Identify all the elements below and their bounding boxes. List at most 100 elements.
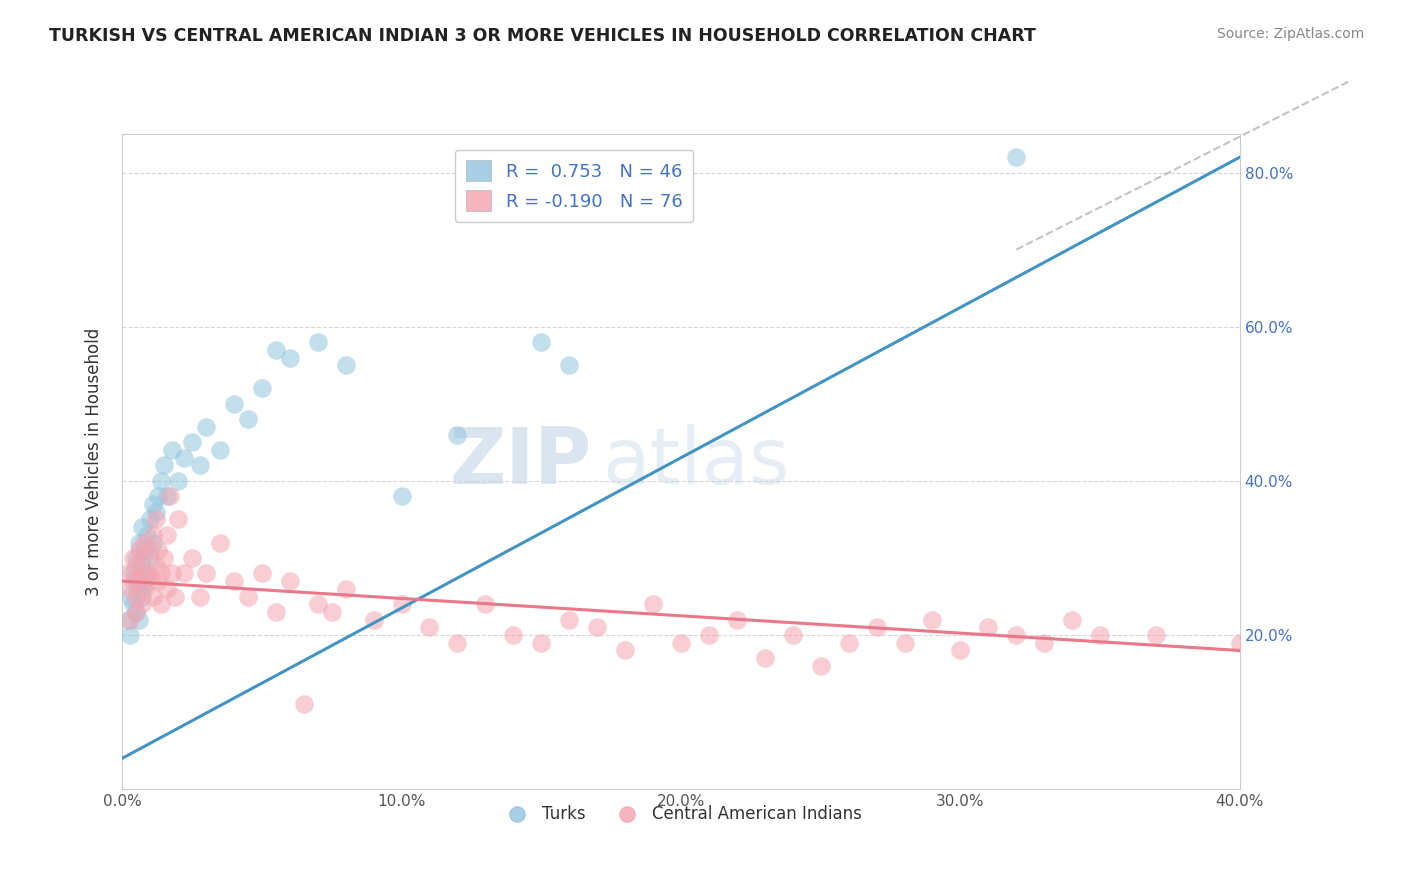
Point xyxy=(474,597,496,611)
Point xyxy=(148,574,170,588)
Point xyxy=(307,597,329,611)
Point xyxy=(117,613,139,627)
Point xyxy=(139,512,162,526)
Point xyxy=(128,582,150,596)
Point xyxy=(236,412,259,426)
Point xyxy=(173,450,195,465)
Point xyxy=(586,620,609,634)
Point xyxy=(250,566,273,581)
Point xyxy=(131,558,153,573)
Point xyxy=(142,535,165,549)
Point xyxy=(363,613,385,627)
Point xyxy=(173,566,195,581)
Point xyxy=(446,427,468,442)
Point xyxy=(194,420,217,434)
Point xyxy=(558,613,581,627)
Point xyxy=(208,443,231,458)
Point xyxy=(167,474,190,488)
Point xyxy=(145,512,167,526)
Point xyxy=(1005,628,1028,642)
Point xyxy=(264,605,287,619)
Point xyxy=(142,590,165,604)
Point xyxy=(893,636,915,650)
Point xyxy=(136,566,159,581)
Point xyxy=(134,582,156,596)
Point xyxy=(530,636,553,650)
Text: Source: ZipAtlas.com: Source: ZipAtlas.com xyxy=(1216,27,1364,41)
Point xyxy=(122,597,145,611)
Point xyxy=(1144,628,1167,642)
Point xyxy=(139,574,162,588)
Point xyxy=(697,628,720,642)
Point xyxy=(208,535,231,549)
Point xyxy=(754,651,776,665)
Point xyxy=(122,574,145,588)
Point xyxy=(921,613,943,627)
Point xyxy=(150,566,173,581)
Point xyxy=(1062,613,1084,627)
Point xyxy=(136,528,159,542)
Point xyxy=(1229,636,1251,650)
Point xyxy=(188,590,211,604)
Point xyxy=(278,574,301,588)
Point xyxy=(148,543,170,558)
Point xyxy=(810,659,832,673)
Point xyxy=(391,489,413,503)
Point xyxy=(307,335,329,350)
Point xyxy=(128,535,150,549)
Point xyxy=(156,528,179,542)
Point xyxy=(162,443,184,458)
Legend: Turks, Central American Indians: Turks, Central American Indians xyxy=(494,798,869,830)
Point xyxy=(131,551,153,566)
Point xyxy=(641,597,664,611)
Point xyxy=(222,397,245,411)
Point xyxy=(180,435,202,450)
Point xyxy=(122,566,145,581)
Point xyxy=(145,505,167,519)
Point xyxy=(156,489,179,503)
Point xyxy=(142,497,165,511)
Point xyxy=(167,512,190,526)
Point xyxy=(153,551,176,566)
Point xyxy=(139,551,162,566)
Point xyxy=(159,489,181,503)
Point xyxy=(264,343,287,357)
Point xyxy=(391,597,413,611)
Point xyxy=(120,628,142,642)
Point xyxy=(558,358,581,372)
Point xyxy=(418,620,440,634)
Y-axis label: 3 or more Vehicles in Household: 3 or more Vehicles in Household xyxy=(86,327,103,596)
Point xyxy=(134,535,156,549)
Point xyxy=(156,582,179,596)
Point xyxy=(530,335,553,350)
Point xyxy=(120,613,142,627)
Point xyxy=(1088,628,1111,642)
Point xyxy=(131,566,153,581)
Point xyxy=(136,566,159,581)
Point xyxy=(194,566,217,581)
Text: TURKISH VS CENTRAL AMERICAN INDIAN 3 OR MORE VEHICLES IN HOUSEHOLD CORRELATION C: TURKISH VS CENTRAL AMERICAN INDIAN 3 OR … xyxy=(49,27,1036,45)
Point xyxy=(148,489,170,503)
Point xyxy=(222,574,245,588)
Point xyxy=(128,613,150,627)
Point xyxy=(128,543,150,558)
Point xyxy=(139,543,162,558)
Point xyxy=(150,474,173,488)
Point xyxy=(1033,636,1056,650)
Point xyxy=(250,381,273,395)
Point xyxy=(125,574,148,588)
Point xyxy=(142,528,165,542)
Point xyxy=(236,590,259,604)
Text: ZIP: ZIP xyxy=(450,424,592,500)
Point xyxy=(782,628,804,642)
Point xyxy=(125,605,148,619)
Point xyxy=(120,590,142,604)
Point xyxy=(125,558,148,573)
Point xyxy=(134,543,156,558)
Point xyxy=(502,628,524,642)
Point xyxy=(335,358,357,372)
Point xyxy=(292,698,315,712)
Point xyxy=(125,551,148,566)
Point xyxy=(128,574,150,588)
Point xyxy=(446,636,468,650)
